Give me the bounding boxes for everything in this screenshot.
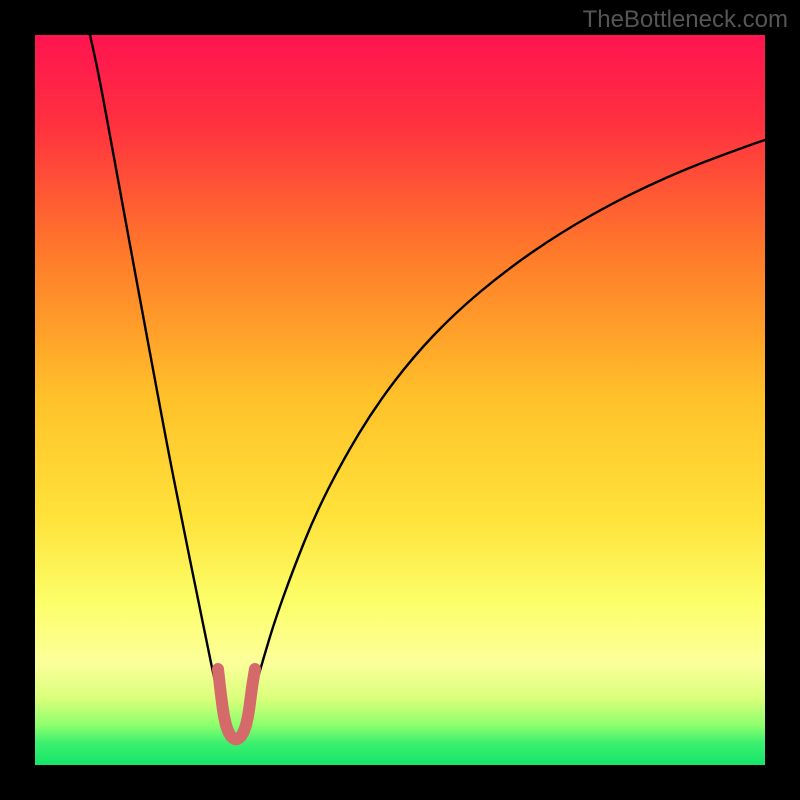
watermark-text: TheBottleneck.com — [583, 6, 788, 34]
gradient-background — [35, 35, 765, 765]
plot-area — [35, 35, 765, 765]
plot-svg — [35, 35, 765, 765]
chart-frame: TheBottleneck.com — [0, 0, 800, 800]
